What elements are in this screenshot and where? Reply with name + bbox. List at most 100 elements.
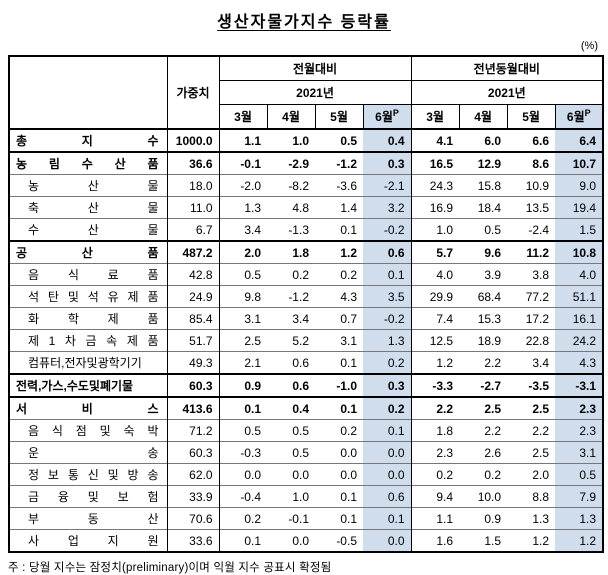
mom-value: 0.5 — [218, 419, 267, 442]
yoy-value: 17.2 — [507, 307, 556, 330]
yoy-value: 22.8 — [507, 329, 556, 352]
month-label: 3월 — [234, 110, 252, 124]
provisional-mark: P — [584, 108, 591, 118]
table-row: 음 식 료 품 42.8 0.5 0.2 0.2 0.1 4.0 3.9 3.8 4.0 — [9, 263, 604, 286]
mom-value: -2.0 — [218, 174, 267, 197]
ppi-table: 가중치 전월대비 전년동월대비 2021년 2021년 3월 4월 5월 6월P 3월 4… — [8, 55, 605, 553]
mom-value: 1.8 — [267, 240, 315, 264]
row-label: 석 탄 및 석 유 제 품 — [28, 290, 159, 304]
weight-value: 85.4 — [167, 307, 220, 330]
yoy-value: 2.6 — [459, 441, 508, 464]
yoy-value: 19.4 — [555, 196, 604, 219]
mom-value: 0.7 — [315, 307, 363, 330]
mom-value: 0.2 — [218, 507, 267, 530]
group-header-row: 가중치 전월대비 전년동월대비 — [8, 55, 604, 130]
yoy-value: 15.8 — [459, 174, 508, 197]
mom-value: 9.8 — [218, 285, 267, 308]
mom-value: -8.2 — [267, 174, 315, 197]
mom-value: 0.1 — [315, 485, 363, 508]
yoy-value: 16.9 — [410, 196, 460, 219]
mom-value: -1.3 — [267, 218, 315, 241]
mom-value: 0.1 — [315, 396, 363, 420]
row-label-cell: 농 산 물 — [9, 174, 168, 197]
month-label: 6월 — [375, 110, 393, 124]
mom-value: 0.1 — [218, 529, 267, 552]
yoy-value: 2.2 — [459, 419, 508, 442]
mom-value: 0.1 — [363, 419, 412, 442]
yoy-value: 6.4 — [555, 128, 604, 152]
mom-value: -3.6 — [315, 174, 363, 197]
mom-value: 0.6 — [363, 240, 412, 264]
row-label: 농 산 물 — [28, 179, 159, 193]
mom-value: 0.0 — [267, 463, 315, 486]
mom-value: 3.1 — [315, 329, 363, 352]
month-header-provisional: 6월P — [554, 104, 604, 130]
mom-value: 1.0 — [267, 485, 315, 508]
mom-value: 1.2 — [315, 240, 363, 264]
yoy-value: 77.2 — [507, 285, 556, 308]
yoy-value: 6.6 — [507, 128, 556, 152]
mom-value: -1.0 — [315, 373, 363, 397]
yoy-value: 12.5 — [410, 329, 460, 352]
page: 생산자물가지수 등락률 (%) 가중치 전월대비 전년동월대비 2021년 20… — [8, 14, 605, 574]
month-header: 4월 — [458, 104, 508, 130]
mom-value: 1.0 — [267, 128, 315, 152]
row-label: 정 보 통 신 및 방 송 — [28, 468, 159, 482]
row-label-cell: 전력,가스,수도및폐기물 — [9, 373, 168, 397]
yoy-value: 18.9 — [459, 329, 508, 352]
yoy-value: 2.2 — [410, 396, 460, 420]
weight-value: 49.3 — [167, 351, 220, 374]
table-row: 제 1 차 금 속 제 품 51.7 2.5 5.2 3.1 1.3 12.5 18.9 22.… — [9, 329, 604, 352]
row-label: 농 림 수 산 품 — [16, 157, 159, 171]
yoy-value: 1.5 — [459, 529, 508, 552]
mom-value: -0.2 — [363, 307, 412, 330]
mom-value: 0.5 — [218, 263, 267, 286]
weight-value: 51.7 — [167, 329, 220, 352]
yoy-value: 4.0 — [410, 263, 460, 286]
yoy-value: 4.3 — [555, 351, 604, 374]
yoy-value: 2.5 — [507, 441, 556, 464]
yoy-value: 0.2 — [459, 463, 508, 486]
yoy-value: 2.3 — [410, 441, 460, 464]
weight-value: 11.0 — [167, 196, 220, 219]
table-row: 컴퓨터,전자및광학기기 49.3 2.1 0.6 0.1 0.2 1.2 2.2 3.4 4.3 — [9, 351, 604, 374]
mom-value: 4.8 — [267, 196, 315, 219]
mom-value: 0.1 — [315, 351, 363, 374]
weight-value: 62.0 — [167, 463, 220, 486]
weight-value: 487.2 — [167, 240, 220, 264]
month-label: 5월 — [522, 110, 540, 124]
mom-value: 3.4 — [267, 307, 315, 330]
yoy-value: 16.5 — [410, 151, 460, 175]
yoy-value: 11.2 — [507, 240, 556, 264]
weight-value: 60.3 — [167, 441, 220, 464]
yoy-value: 2.5 — [459, 396, 508, 420]
row-label-cell: 부 동 산 — [9, 507, 168, 530]
table-row: 수 산 물 6.7 3.4 -1.3 0.1 -0.2 1.0 0.5 -2.4 1.5 — [9, 218, 604, 241]
yoy-value: 10.8 — [555, 240, 604, 264]
yoy-value: 1.3 — [555, 507, 604, 530]
mom-value: 0.3 — [363, 373, 412, 397]
section-row: 총 지 수 1000.0 1.1 1.0 0.5 0.4 4.1 6.0 6.6 6.4 — [9, 128, 604, 152]
mom-value: 4.3 — [315, 285, 363, 308]
mom-value: 0.2 — [315, 419, 363, 442]
yoy-value: 4.0 — [555, 263, 604, 286]
mom-value: -1.2 — [267, 285, 315, 308]
mom-value: 1.4 — [315, 196, 363, 219]
yoy-value: 2.2 — [507, 419, 556, 442]
yoy-year-header: 2021년 — [410, 80, 604, 105]
yoy-value: 2.3 — [555, 396, 604, 420]
row-label-cell: 서 비 스 — [9, 396, 168, 420]
month-header: 5월 — [506, 104, 556, 130]
row-label-cell: 음 식 료 품 — [9, 263, 168, 286]
table-row: 석 탄 및 석 유 제 품 24.9 9.8 -1.2 4.3 3.5 29.9 68.4 77… — [9, 285, 604, 308]
yoy-value: 3.4 — [507, 351, 556, 374]
month-header: 4월 — [266, 104, 316, 130]
mom-value: 2.5 — [218, 329, 267, 352]
month-label: 4월 — [474, 110, 492, 124]
weight-value: 24.9 — [167, 285, 220, 308]
row-label-cell: 운 송 — [9, 441, 168, 464]
mom-value: 0.2 — [267, 263, 315, 286]
weight-value: 33.6 — [167, 529, 220, 552]
footnote: 주 : 당월 지수는 잠정치(preliminary)이며 익월 지수 공표시 … — [8, 562, 332, 574]
yoy-value: 16.1 — [555, 307, 604, 330]
